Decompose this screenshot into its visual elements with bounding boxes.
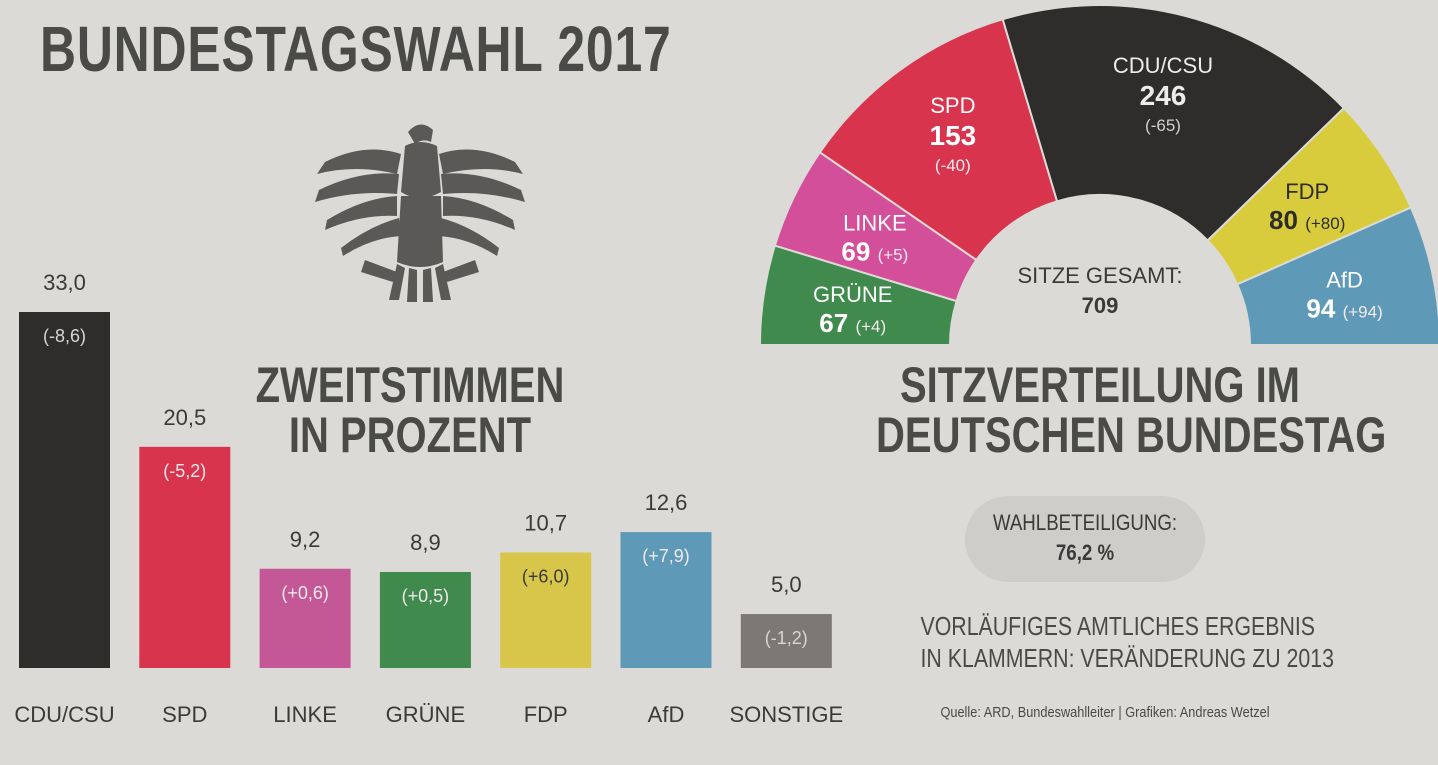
seat-segment-2	[818, 17, 1059, 262]
source-credit: Quelle: ARD, Bundeswahlleiter | Grafiken…	[940, 704, 1270, 721]
result-note: VORLÄUFIGES AMTLICHES ERGEBNIS IN KLAMME…	[920, 610, 1334, 674]
bar-value-label: 12,6	[645, 490, 688, 515]
bar-change-label: (+7,9)	[642, 546, 690, 566]
bar-3	[379, 571, 471, 668]
seat-party-label: GRÜNE	[813, 282, 892, 307]
seat-count-label: 246	[1140, 80, 1187, 111]
result-note-line-2: IN KLAMMERN: VERÄNDERUNG ZU 2013	[920, 643, 1334, 673]
bar-value-label: 9,2	[290, 527, 321, 552]
seat-total-label: SITZE GESAMT:	[1017, 263, 1182, 288]
bar-value-label: 20,5	[163, 405, 206, 430]
bar-2	[259, 568, 351, 668]
bar-change-label: (-1,2)	[765, 628, 808, 648]
seat-segment-5	[1235, 206, 1438, 346]
seat-party-label: AfD	[1326, 267, 1363, 292]
bar-0	[19, 312, 110, 668]
seat-count-change-label: 80 (+80)	[1269, 205, 1345, 235]
seat-party-label: CDU/CSU	[1113, 53, 1213, 78]
seat-party-label: SPD	[930, 93, 975, 118]
seat-chart-title-line-2: DEUTSCHEN BUNDESTAG	[876, 407, 1387, 463]
bar-change-label: (-5,2)	[163, 461, 206, 481]
seat-count-label: 94	[1306, 293, 1342, 323]
bar-change-label: (+0,6)	[281, 583, 329, 603]
seat-chart-title-line-1: SITZVERTEILUNG IM	[900, 357, 1300, 413]
page-title: BUNDESTAGSWAHL 2017	[40, 13, 672, 85]
bar-change-label: (-8,6)	[43, 326, 86, 346]
bar-1	[139, 446, 231, 668]
seat-total-value: 709	[1082, 293, 1119, 318]
bar-category-label: LINKE	[273, 702, 337, 727]
seat-party-label: FDP	[1285, 179, 1329, 204]
seat-segment-3	[1001, 4, 1346, 242]
bar-category-label: SONSTIGE	[729, 702, 843, 727]
bar-change-label: (+6,0)	[522, 567, 570, 587]
bar-category-label: GRÜNE	[386, 702, 465, 727]
bar-chart: 33,0 (-8,6) CDU/CSU 20,5 (-5,2) SPD 9,2 (+0,6) L…	[14, 270, 843, 727]
seat-count-label: 153	[930, 120, 977, 151]
bar-category-label: FDP	[524, 702, 568, 727]
result-note-line-1: VORLÄUFIGES AMTLICHES ERGEBNIS	[920, 611, 1316, 641]
seat-count-change-label: 69 (+5)	[841, 236, 908, 266]
seat-count-change-label: 67 (+4)	[819, 308, 886, 338]
seat-change-label: (+94)	[1343, 302, 1383, 321]
seat-party-label: LINKE	[843, 210, 907, 235]
seat-change-label: (+5)	[878, 245, 909, 264]
seat-count-change-label: 94 (+94)	[1306, 293, 1382, 323]
bar-chart-title-line-2: IN PROZENT	[288, 407, 532, 463]
seat-change-label: (-40)	[935, 156, 971, 175]
bar-chart-title-line-1: ZWEITSTIMMEN	[255, 357, 565, 413]
bar-change-label: (+0,5)	[402, 586, 450, 606]
bar-category-label: SPD	[162, 702, 207, 727]
bar-5	[620, 532, 712, 668]
bar-category-label: AfD	[648, 702, 685, 727]
turnout-badge: WAHLBETEILIGUNG: 76,2 %	[965, 496, 1205, 582]
federal-eagle-icon	[315, 124, 525, 302]
bar-category-label: CDU/CSU	[14, 702, 114, 727]
bar-6	[740, 614, 832, 668]
bar-value-label: 33,0	[43, 270, 86, 295]
seat-change-label: (-65)	[1145, 116, 1181, 135]
seat-count-label: 69	[841, 236, 877, 266]
bar-value-label: 5,0	[771, 572, 802, 597]
seat-count-label: 67	[819, 308, 855, 338]
seat-change-label: (+80)	[1305, 214, 1345, 233]
seat-change-label: (+4)	[855, 317, 886, 336]
turnout-value: 76,2 %	[1055, 540, 1115, 565]
bar-chart-title: ZWEITSTIMMEN IN PROZENT	[250, 360, 570, 460]
turnout-label: WAHLBETEILIGUNG:	[992, 510, 1178, 535]
seat-chart-title: SITZVERTEILUNG IM DEUTSCHEN BUNDESTAG	[876, 357, 1387, 463]
bar-4	[500, 552, 592, 668]
seat-count-label: 80	[1269, 205, 1305, 235]
bar-value-label: 10,7	[524, 511, 567, 536]
bar-value-label: 8,9	[410, 530, 441, 555]
